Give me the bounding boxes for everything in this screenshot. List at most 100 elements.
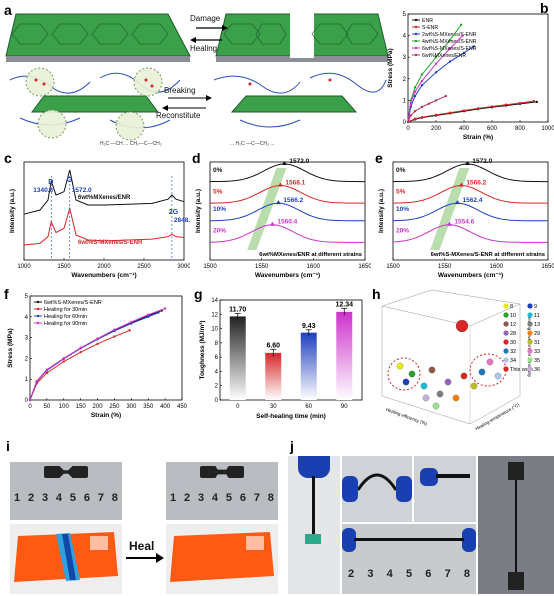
strain-label: 10% xyxy=(213,206,226,213)
ruler-number: 1 xyxy=(170,492,177,504)
ruler-number: 3 xyxy=(41,492,49,504)
panel-label-g: g xyxy=(194,286,203,302)
legend-entry: Healing for 60min xyxy=(44,314,87,320)
series-label: 6wt%MXenes/ENR xyxy=(78,195,131,201)
x-tick-label: 1600 xyxy=(490,264,504,270)
plot-frame xyxy=(29,295,183,401)
y-tick-label: 12 xyxy=(211,312,218,318)
x-tick-label: 50 xyxy=(44,404,51,410)
legend-entry: 29 xyxy=(534,331,540,337)
damaged-sample xyxy=(44,466,88,478)
bar-value-label: 6.60 xyxy=(266,342,280,349)
data-point xyxy=(62,360,65,363)
legend-marker xyxy=(414,18,418,22)
peak-value: 1554.6 xyxy=(454,219,474,226)
legend-entry: 8 xyxy=(510,304,513,310)
data-point xyxy=(434,62,438,65)
data-point xyxy=(448,111,452,114)
scatter-ball xyxy=(460,372,468,380)
legend-entry: 36 xyxy=(534,367,540,373)
data-point xyxy=(413,90,417,93)
legend-entry: This work xyxy=(510,367,534,373)
peak-value: 1572.0 xyxy=(289,158,309,165)
data-point xyxy=(420,105,424,109)
y-tick-label: 3 xyxy=(25,336,29,342)
series-line-4 xyxy=(29,308,166,401)
legend-ball xyxy=(527,303,533,309)
legend-entry: 30 xyxy=(510,340,516,346)
x-tick-label: 300 xyxy=(126,404,137,410)
strain-label: 20% xyxy=(213,228,226,235)
data-point xyxy=(460,23,463,26)
x-tick-label: 200 xyxy=(431,126,442,132)
x-tick-label: 1000 xyxy=(17,264,31,270)
series-line-4 xyxy=(392,224,549,243)
data-point xyxy=(45,371,49,375)
scatter-ball xyxy=(478,368,486,376)
x-tick-label: 1000 xyxy=(541,126,554,132)
data-point xyxy=(420,116,424,119)
chart-e: 1500 1550 1600 1650 Wavenumbers (cm⁻¹) Intens… xyxy=(378,158,554,279)
x-tick-label: 0 xyxy=(28,404,32,410)
axis-label-y: Healing temperature (°C) xyxy=(474,402,520,430)
peak-marker xyxy=(275,200,281,205)
peak-value: 1568.1 xyxy=(285,180,305,187)
bar-value-label: 9.43 xyxy=(302,323,316,330)
strain-label: 0% xyxy=(213,167,223,174)
legend-ball xyxy=(527,339,533,345)
panel-label-f: f xyxy=(4,286,9,302)
y-tick-label: 4 xyxy=(403,34,407,40)
machine-strip xyxy=(515,480,517,574)
data-point xyxy=(96,342,99,346)
x-tick-label: 400 xyxy=(459,126,470,132)
y-tick-label: 3 xyxy=(403,55,407,61)
y-axis-label: Intensity (a.u.) xyxy=(378,189,385,233)
scatter-ball xyxy=(436,390,444,398)
x-tick-label: 250 xyxy=(109,404,120,410)
x-tick-label: 60 xyxy=(305,404,312,410)
ruler-number: 3 xyxy=(197,492,205,504)
panel-f: f 0 50 100 150 200 250 300 350 400 450 0 1 2 3 4 5 Strai… xyxy=(0,286,190,430)
y-axis-label: Intensity (a.u.) xyxy=(195,189,202,233)
data-point xyxy=(157,311,160,314)
y-tick-label: 6 xyxy=(215,355,219,361)
peak-value: 1566.2 xyxy=(283,197,303,204)
legend-ball xyxy=(527,312,533,318)
data-point xyxy=(163,307,167,310)
x-tick-label: 350 xyxy=(143,404,154,410)
x-tick-label: 90 xyxy=(341,404,348,410)
panel-label-j: j xyxy=(290,438,294,454)
data-point xyxy=(79,346,82,350)
x-tick-label: 0 xyxy=(236,404,240,410)
panel-label-h: h xyxy=(372,286,381,302)
box-edges xyxy=(381,304,521,425)
ruler-number: 5 xyxy=(405,568,413,580)
legend-entry: 12 xyxy=(510,322,516,328)
healed-sample xyxy=(200,466,244,478)
series-line-2 xyxy=(29,329,130,401)
x-tick-label: 1650 xyxy=(358,264,371,270)
series-line-3 xyxy=(209,202,366,222)
x-tick-label: 1550 xyxy=(255,264,269,270)
panel-a: a xyxy=(0,0,390,150)
series-line-1 xyxy=(392,163,549,183)
panel-c: c 1000 1500 2000 2500 3000 Wavenumbers (cm⁻¹)… xyxy=(0,150,194,285)
legend-marker xyxy=(36,300,40,304)
data-point xyxy=(462,51,466,55)
x-tick-label: 1650 xyxy=(541,264,554,270)
scan-after-svg xyxy=(170,532,274,582)
y-tick-label: 0 xyxy=(215,398,219,404)
x-tick-label: 1550 xyxy=(438,264,452,270)
data-point xyxy=(448,38,452,42)
y-tick-label: 2 xyxy=(403,77,407,83)
ruler-number: 5 xyxy=(225,492,232,504)
panel-label-c: c xyxy=(4,150,12,166)
plot-frame xyxy=(407,13,549,123)
y-tick-label: 4 xyxy=(215,369,219,375)
y-tick-label: 5 xyxy=(403,12,407,18)
ruler-number: 6 xyxy=(83,492,90,504)
data-point xyxy=(420,84,424,87)
ruler-number: 7 xyxy=(444,568,451,580)
strain-label: 5% xyxy=(213,189,223,196)
